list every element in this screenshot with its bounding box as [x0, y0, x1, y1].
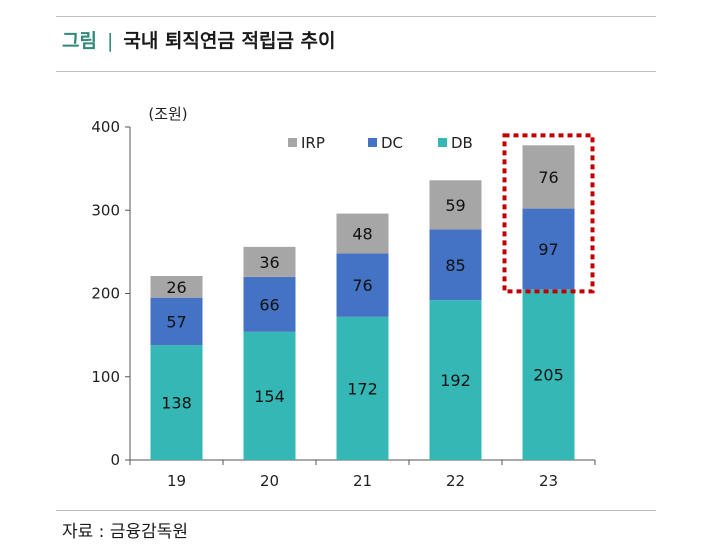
- data-label-db: 172: [347, 379, 378, 398]
- top-rule: [56, 16, 656, 17]
- data-label-dc: 76: [352, 276, 372, 295]
- data-label-irp: 26: [166, 278, 186, 297]
- bar-irp-22: [429, 180, 482, 230]
- bar-db-23: [522, 289, 575, 460]
- data-label-dc: 57: [166, 312, 186, 331]
- bar-dc-20: [243, 276, 296, 332]
- x-tick-label: 21: [353, 472, 372, 490]
- data-label-db: 205: [533, 366, 564, 385]
- bar-dc-19: [150, 297, 203, 346]
- figure-title: 그림 | 국내 퇴직연금 적립금 추이: [62, 26, 336, 53]
- x-tick-label: 19: [167, 472, 186, 490]
- legend-swatch-dc: [368, 138, 377, 147]
- data-label-irp: 59: [445, 196, 465, 215]
- data-label-irp: 36: [259, 253, 279, 272]
- bar-db-19: [150, 345, 203, 460]
- y-unit-label: (조원): [148, 105, 187, 123]
- data-label-db: 192: [440, 371, 471, 390]
- legend-label-dc: DC: [381, 134, 403, 152]
- x-tick-label: 23: [539, 472, 558, 490]
- legend-swatch-irp: [288, 138, 297, 147]
- data-label-dc: 66: [259, 295, 279, 314]
- data-label-dc: 85: [445, 256, 465, 275]
- data-label-db: 138: [161, 394, 192, 413]
- x-tick-label: 20: [260, 472, 279, 490]
- y-tick-label: 100: [91, 368, 120, 386]
- bar-dc-21: [336, 253, 389, 317]
- data-label-db: 154: [254, 387, 285, 406]
- bar-db-21: [336, 316, 389, 460]
- bar-irp-23: [522, 145, 575, 209]
- legend-label-db: DB: [451, 134, 473, 152]
- title-separator: |: [106, 30, 114, 52]
- y-tick-label: 400: [91, 118, 120, 136]
- title-text: 국내 퇴직연금 적립금 추이: [123, 30, 336, 52]
- figure-label: 그림: [62, 30, 97, 52]
- legend-swatch-db: [438, 138, 447, 147]
- y-tick-label: 300: [91, 201, 120, 219]
- y-tick-label: 200: [91, 285, 120, 303]
- bottom-rule: [56, 510, 656, 511]
- bar-db-20: [243, 331, 296, 460]
- bar-irp-21: [336, 213, 389, 254]
- bar-dc-23: [522, 208, 575, 290]
- bar-dc-22: [429, 229, 482, 301]
- title-underline: [56, 71, 656, 72]
- bar-irp-19: [150, 276, 203, 298]
- legend-label-irp: IRP: [301, 134, 325, 152]
- bar-irp-20: [243, 246, 296, 277]
- data-label-dc: 97: [538, 240, 558, 259]
- highlight-box: [502, 133, 595, 294]
- bar-db-22: [429, 300, 482, 460]
- data-label-irp: 76: [538, 168, 558, 187]
- data-label-irp: 48: [352, 225, 372, 244]
- y-tick-label: 0: [110, 451, 120, 469]
- source-note: 자료 : 금융감독원: [62, 522, 189, 542]
- x-tick-label: 22: [446, 472, 465, 490]
